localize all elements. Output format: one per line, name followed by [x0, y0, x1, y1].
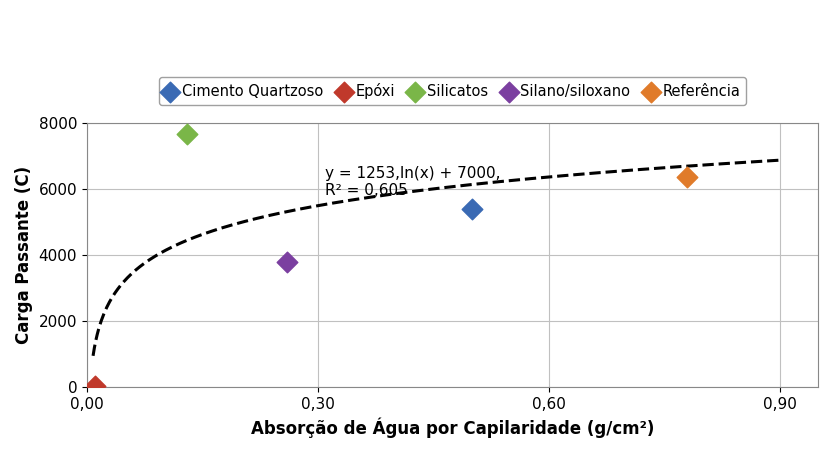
Text: y = 1253,ln(x) + 7000,
R² = 0,605: y = 1253,ln(x) + 7000, R² = 0,605	[326, 166, 501, 198]
X-axis label: Absorção de Água por Capilaridade (g/cm²): Absorção de Água por Capilaridade (g/cm²…	[251, 418, 654, 438]
Referência	[681, 173, 694, 181]
Y-axis label: Carga Passante (C): Carga Passante (C)	[15, 166, 33, 344]
Silicatos	[180, 131, 193, 138]
Silano/siloxano	[281, 258, 294, 265]
Legend: Cimento Quartzoso, Epóxi, Silicatos, Silano/siloxano, Referência: Cimento Quartzoso, Epóxi, Silicatos, Sil…	[159, 77, 746, 105]
Cimento Quartzoso	[465, 205, 478, 212]
Epóxi	[88, 382, 102, 389]
